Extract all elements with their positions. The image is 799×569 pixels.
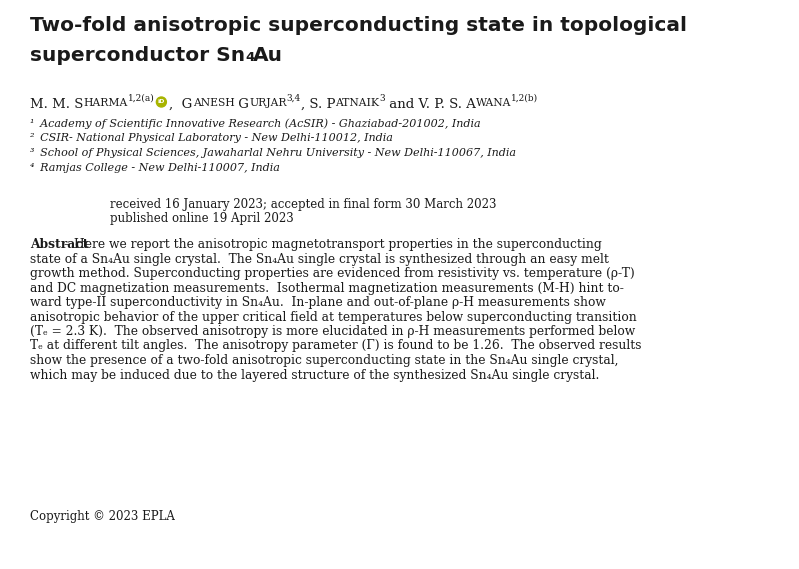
Text: iD: iD <box>157 99 165 104</box>
Text: Au: Au <box>253 46 283 65</box>
Text: superconductor Sn: superconductor Sn <box>30 46 245 65</box>
Text: 3,4: 3,4 <box>287 94 301 103</box>
Circle shape <box>157 97 166 107</box>
Text: (Tₑ = 2.3 K).  The observed anisotropy is more elucidated in ρ-H measurements pe: (Tₑ = 2.3 K). The observed anisotropy is… <box>30 325 635 338</box>
Text: anisotropic behavior of the upper critical field at temperatures below supercond: anisotropic behavior of the upper critic… <box>30 311 637 324</box>
Text: show the presence of a two-fold anisotropic superconducting state in the Sn₄Au s: show the presence of a two-fold anisotro… <box>30 354 618 367</box>
Text: – Here we report the anisotropic magnetotransport properties in the superconduct: – Here we report the anisotropic magneto… <box>64 238 602 251</box>
Text: , S. P: , S. P <box>301 98 336 111</box>
Text: M. M. S: M. M. S <box>30 98 83 111</box>
Text: ,  G: , G <box>169 98 193 111</box>
Text: which may be induced due to the layered structure of the synthesized Sn₄Au singl: which may be induced due to the layered … <box>30 369 599 381</box>
Text: 4: 4 <box>245 51 254 64</box>
Text: ATNAIK: ATNAIK <box>336 98 380 108</box>
Text: published online 19 April 2023: published online 19 April 2023 <box>110 212 294 225</box>
Text: Copyright © 2023 EPLA: Copyright © 2023 EPLA <box>30 510 175 523</box>
Text: growth method. Superconducting properties are evidenced from resistivity vs. tem: growth method. Superconducting propertie… <box>30 267 634 280</box>
Text: 1,2(a): 1,2(a) <box>128 94 154 103</box>
Text: and V. P. S. A: and V. P. S. A <box>385 98 476 111</box>
Text: URJAR: URJAR <box>249 98 287 108</box>
Text: ² CSIR- National Physical Laboratory - New Delhi-110012, India: ² CSIR- National Physical Laboratory - N… <box>30 133 393 143</box>
Text: Abstract: Abstract <box>30 238 89 251</box>
Text: received 16 January 2023; accepted in final form 30 March 2023: received 16 January 2023; accepted in fi… <box>110 198 496 211</box>
Text: ³ School of Physical Sciences, Jawaharlal Nehru University - New Delhi-110067, I: ³ School of Physical Sciences, Jawaharla… <box>30 148 516 158</box>
Text: HARMA: HARMA <box>83 98 128 108</box>
Text: Tₑ at different tilt angles.  The anisotropy parameter (Γ) is found to be 1.26. : Tₑ at different tilt angles. The anisotr… <box>30 340 642 353</box>
Text: WANA: WANA <box>476 98 511 108</box>
Text: ¹ Academy of Scientific Innovative Research (AcSIR) - Ghaziabad-201002, India: ¹ Academy of Scientific Innovative Resea… <box>30 118 481 129</box>
Text: ward type-II superconductivity in Sn₄Au.  In-plane and out-of-plane ρ-H measurem: ward type-II superconductivity in Sn₄Au.… <box>30 296 606 309</box>
Text: ⁴ Ramjas College - New Delhi-110007, India: ⁴ Ramjas College - New Delhi-110007, Ind… <box>30 163 280 173</box>
Text: 1,2(b): 1,2(b) <box>511 94 539 103</box>
Text: Two-fold anisotropic superconducting state in topological: Two-fold anisotropic superconducting sta… <box>30 16 687 35</box>
Text: 3: 3 <box>380 94 385 103</box>
Text: state of a Sn₄Au single crystal.  The Sn₄Au single crystal is synthesized throug: state of a Sn₄Au single crystal. The Sn₄… <box>30 253 609 266</box>
Text: and DC magnetization measurements.  Isothermal magnetization measurements (M-H) : and DC magnetization measurements. Isoth… <box>30 282 624 295</box>
Text: ANESH: ANESH <box>193 98 234 108</box>
Text: G: G <box>234 98 249 111</box>
